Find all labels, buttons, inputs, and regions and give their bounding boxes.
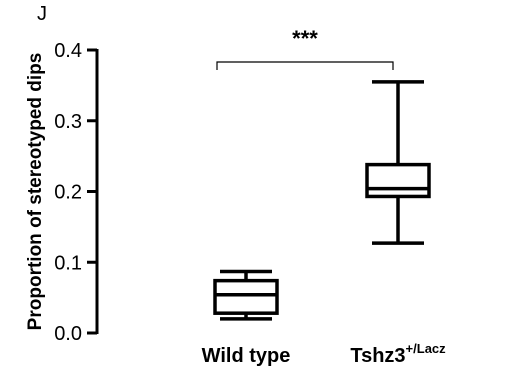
- significance-stars: ***: [292, 26, 318, 51]
- y-tick-label: 0.3: [54, 111, 82, 133]
- x-category-label: Tshz3+/Lacz: [350, 341, 446, 367]
- significance-bracket: [216, 61, 394, 70]
- panel-letter: J: [37, 3, 47, 25]
- annotations: ***: [216, 26, 394, 70]
- y-tick-label: 0.1: [54, 252, 82, 274]
- box-iqr: [213, 278, 279, 315]
- y-tick-label: 0.0: [54, 323, 82, 345]
- box-series: [213, 80, 431, 321]
- y-tick-label: 0.2: [54, 182, 82, 204]
- box-wild-type: [213, 269, 279, 321]
- axes: 0.0 0.1 0.2 0.3 0.4 Proportion of stereotyped…: [25, 40, 446, 367]
- y-axis-label: Proportion of stereotyped dips: [25, 53, 46, 331]
- box-iqr: [365, 162, 431, 199]
- x-category-label: Wild type: [202, 345, 291, 367]
- box-tshz3: [365, 80, 431, 245]
- y-tick-label: 0.4: [54, 40, 82, 62]
